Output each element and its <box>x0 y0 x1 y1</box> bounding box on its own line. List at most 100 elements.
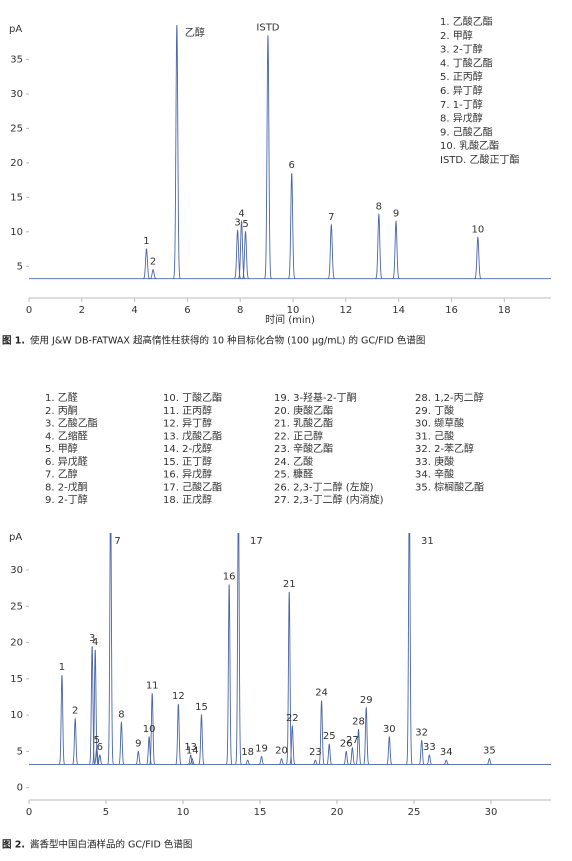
peak <box>145 735 153 765</box>
peak-label: 16 <box>223 572 236 583</box>
legend-item: 1. 乙酸乙酯 <box>440 15 493 28</box>
peak <box>289 724 296 765</box>
legend-item: 12. 异丁醇 <box>163 417 212 430</box>
peak-label: 12 <box>172 691 185 702</box>
peak <box>241 230 250 280</box>
peak-label: 3 <box>89 633 95 644</box>
plot-area <box>29 533 551 765</box>
peak-label: 1 <box>59 662 65 673</box>
legend-item: 6. 异戊醛 <box>45 455 88 468</box>
x-tick-label: 2 <box>79 305 85 316</box>
x-tick-label: 6 <box>184 305 190 316</box>
legend-item: 28. 1,2-丙二醇 <box>415 391 484 404</box>
peak-label: 8 <box>376 202 382 213</box>
peak-label: 25 <box>323 731 336 742</box>
peak-label: 35 <box>483 746 496 757</box>
peak <box>264 35 272 280</box>
legend-item: 4. 乙缩醛 <box>45 429 88 442</box>
legend-item: 1. 乙醛 <box>45 391 78 404</box>
peak-label: 33 <box>423 742 436 753</box>
peak <box>235 533 242 765</box>
legend-item: 7. 1-丁醇 <box>440 98 483 111</box>
peak <box>363 706 370 765</box>
peak <box>343 750 350 765</box>
legend-item: 26. 2,3-丁二醇 (左旋) <box>274 480 374 493</box>
y-tick-label: 10 <box>10 227 23 238</box>
peak <box>189 758 196 765</box>
legend-item: 16. 异戊醇 <box>163 468 212 481</box>
peak-label: 5 <box>242 219 248 230</box>
peak-label: 22 <box>286 713 299 724</box>
peak <box>418 739 425 765</box>
y-tick-label: 25 <box>10 123 23 134</box>
y-tick-label: 15 <box>10 192 23 203</box>
peak <box>287 173 296 280</box>
peak-label: 6 <box>97 742 103 753</box>
legend-item: 2. 丙酮 <box>45 405 78 417</box>
x-tick-label: 16 <box>445 305 458 316</box>
legend-item: 3. 2-丁醇 <box>440 43 483 56</box>
peak-label: 21 <box>283 579 296 590</box>
y-tick-label: 5 <box>17 746 23 757</box>
peak-label: 20 <box>275 746 288 757</box>
peak-label: 4 <box>92 637 98 648</box>
y-tick-label: 15 <box>10 674 23 685</box>
x-tick-label: 4 <box>131 305 137 316</box>
peak-label: 4 <box>238 208 244 219</box>
legend-item: 24. 乙酸 <box>274 455 313 468</box>
legend-item: 9. 己酸乙酯 <box>440 125 493 138</box>
peak-label: 19 <box>255 743 268 754</box>
legend-item: 13. 戊酸乙酯 <box>163 429 222 442</box>
y-tick-label: 20 <box>10 638 23 649</box>
peak <box>93 747 100 765</box>
x-tick-label: 10 <box>287 305 300 316</box>
peak-label: 14 <box>186 746 199 757</box>
peak-label: 29 <box>360 695 373 706</box>
peak <box>149 269 157 280</box>
peak <box>349 747 356 765</box>
peak-label: 6 <box>289 160 295 171</box>
peak <box>326 743 333 765</box>
peak-label: 5 <box>94 735 100 746</box>
legend-item: 20. 庚酸乙酯 <box>274 404 333 417</box>
legend-item: 15. 正丁醇 <box>163 455 212 468</box>
peak <box>107 533 114 765</box>
peak-label: 32 <box>415 728 428 739</box>
figure-caption: 酱香型中国白酒样品的 GC/FID 色谱图 <box>30 839 192 851</box>
peak-label: 11 <box>146 680 159 691</box>
peak-label: 31 <box>421 536 434 547</box>
peak-label: 27 <box>346 735 359 746</box>
peak <box>175 704 182 765</box>
legend-item: 22. 正己醇 <box>274 429 323 442</box>
peak <box>237 220 246 280</box>
y-tick-label: 20 <box>10 158 23 169</box>
x-tick-label: 0 <box>26 305 32 316</box>
legend-item: 9. 2-丁醇 <box>45 493 88 506</box>
x-tick-label: 12 <box>339 305 352 316</box>
legend-item: 4. 丁酸乙酯 <box>440 56 493 69</box>
legend-item: 10. 乳酸乙酯 <box>440 139 499 152</box>
peak-label: 2 <box>150 257 156 268</box>
peak-label: 10 <box>143 724 156 735</box>
peak-label: 1 <box>143 236 149 247</box>
legend-item: 14. 2-戊醇 <box>163 442 212 455</box>
peak <box>225 584 233 765</box>
peak <box>474 236 482 280</box>
peak <box>233 229 242 280</box>
y-unit: pA <box>9 24 22 35</box>
peak <box>443 759 450 765</box>
peak <box>96 754 103 765</box>
x-tick-label: 5 <box>103 807 109 818</box>
x-tick-label: 30 <box>485 807 498 818</box>
peak <box>327 223 336 280</box>
peak-label: 17 <box>250 536 263 547</box>
peak <box>392 220 400 280</box>
y-tick-label: 30 <box>10 89 23 100</box>
peak-label: 7 <box>328 212 334 223</box>
peak <box>172 25 181 280</box>
peak <box>149 693 156 765</box>
legend-item: 8. 异戊醇 <box>440 112 483 125</box>
peak <box>375 212 383 280</box>
legend-item: 10. 丁酸乙酯 <box>163 391 222 404</box>
